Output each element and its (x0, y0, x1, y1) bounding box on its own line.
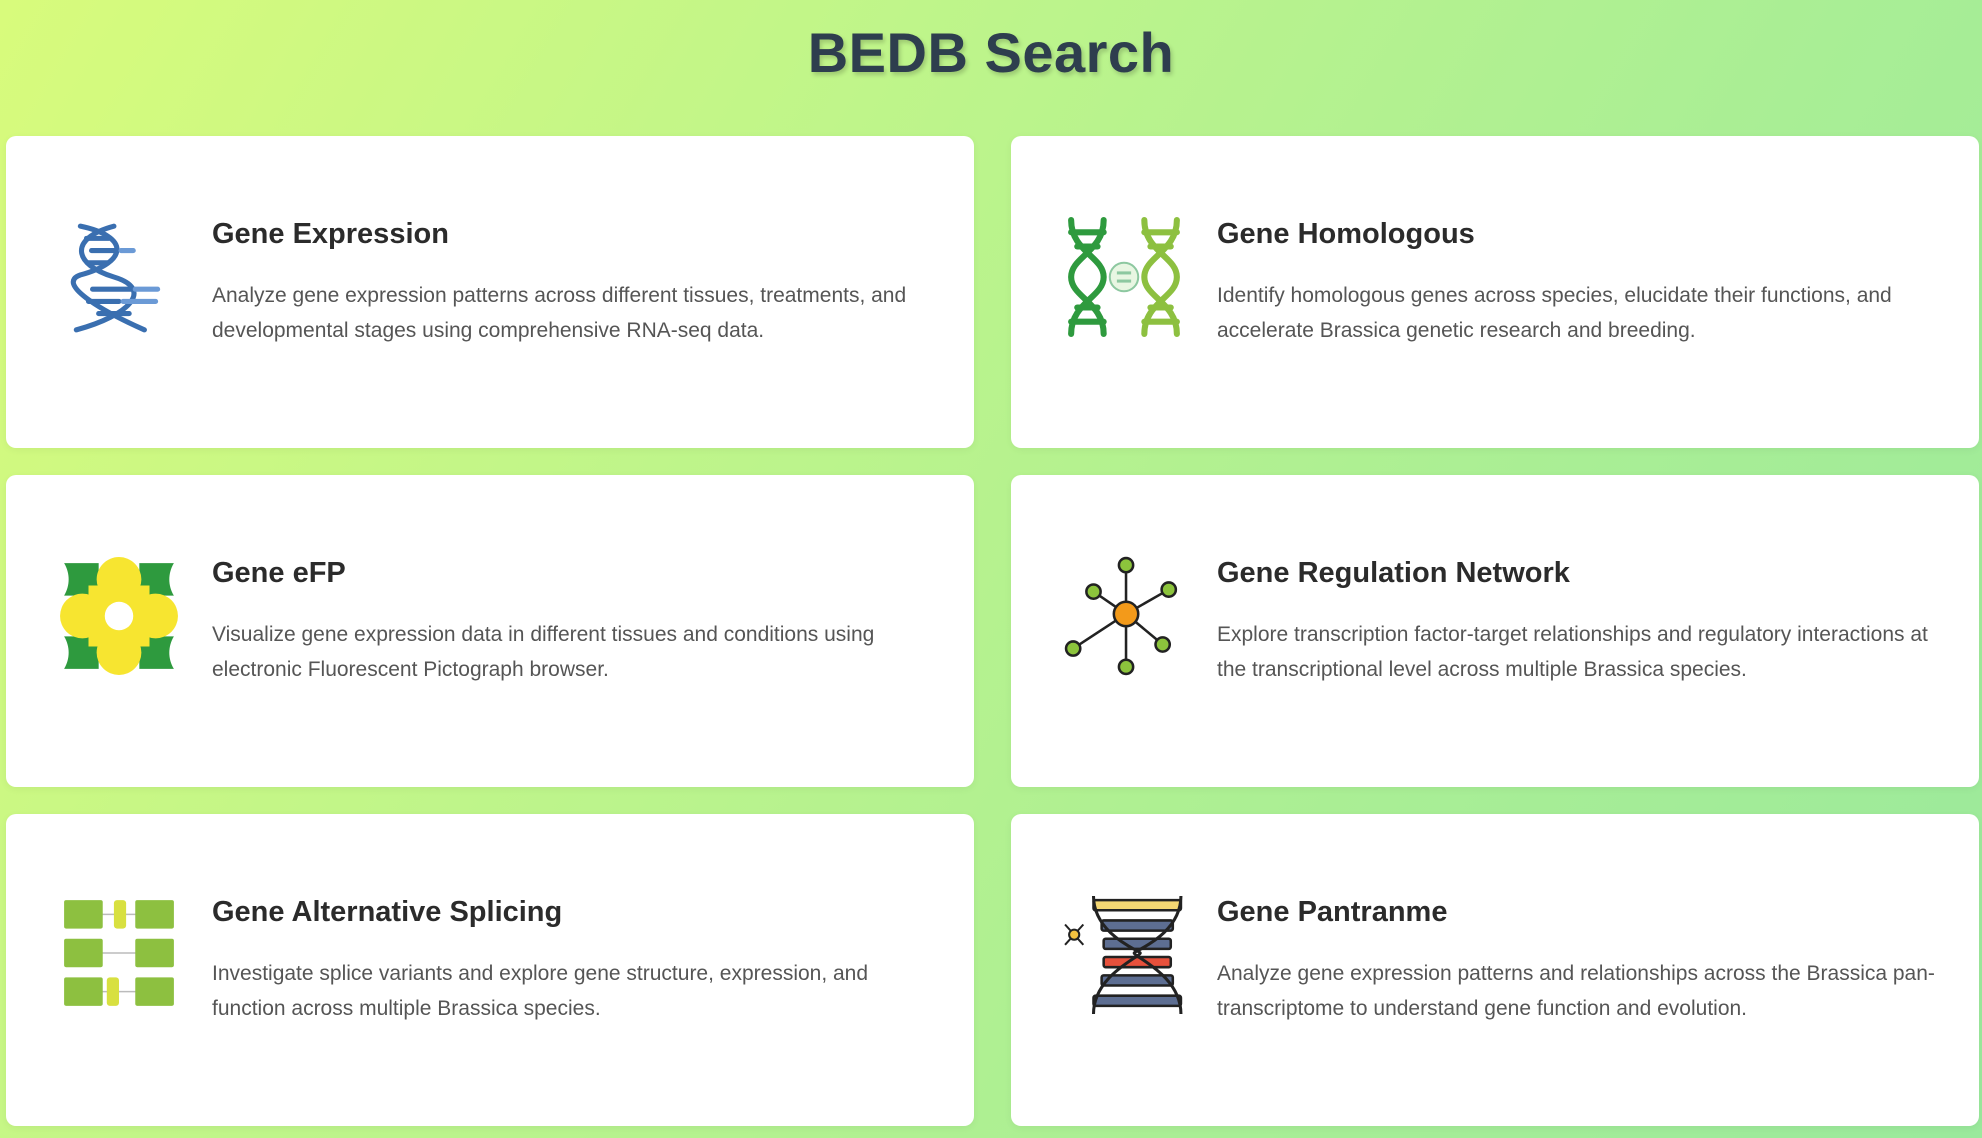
card-description: Analyze gene expression patterns across … (212, 284, 907, 342)
card-description: Investigate splice variants and explore … (212, 962, 869, 1020)
network-icon (1063, 555, 1185, 677)
card-gene-alternative-splicing[interactable]: Gene Alternative Splicing Investigate sp… (6, 814, 974, 1126)
card-description: Explore transcription factor-target rela… (1217, 623, 1928, 681)
card-title: Gene Pantranme (1217, 896, 1448, 928)
card-description: Analyze gene expression patterns and rel… (1217, 962, 1935, 1020)
card-title: Gene eFP (212, 557, 346, 589)
card-title: Gene Alternative Splicing (212, 896, 563, 928)
dna-pair-equal-icon (1063, 216, 1185, 338)
card-title: Gene Homologous (1217, 218, 1475, 250)
card-title: Gene Expression (212, 218, 449, 250)
card-gene-efp[interactable]: Gene eFP Visualize gene expression data … (6, 475, 974, 787)
dna-helix-icon (58, 216, 180, 338)
feature-grid: Gene Expression Analyze gene expression … (6, 136, 1979, 1126)
card-description: Visualize gene expression data in differ… (212, 623, 875, 681)
page-title: BEDB Search (807, 21, 1175, 84)
card-title: Gene Regulation Network (1217, 557, 1570, 589)
card-gene-expression[interactable]: Gene Expression Analyze gene expression … (6, 136, 974, 448)
card-description: Identify homologous genes across species… (1217, 284, 1892, 342)
colored-dna-icon (1063, 894, 1185, 1016)
card-gene-homologous[interactable]: Gene Homologous Identify homologous gene… (1011, 136, 1979, 448)
card-gene-pantranme[interactable]: Gene Pantranme Analyze gene expression p… (1011, 814, 1979, 1126)
card-gene-regulation-network[interactable]: Gene Regulation Network Explore transcri… (1011, 475, 1979, 787)
splicing-blocks-icon (58, 894, 180, 1016)
flower-icon (58, 555, 180, 677)
